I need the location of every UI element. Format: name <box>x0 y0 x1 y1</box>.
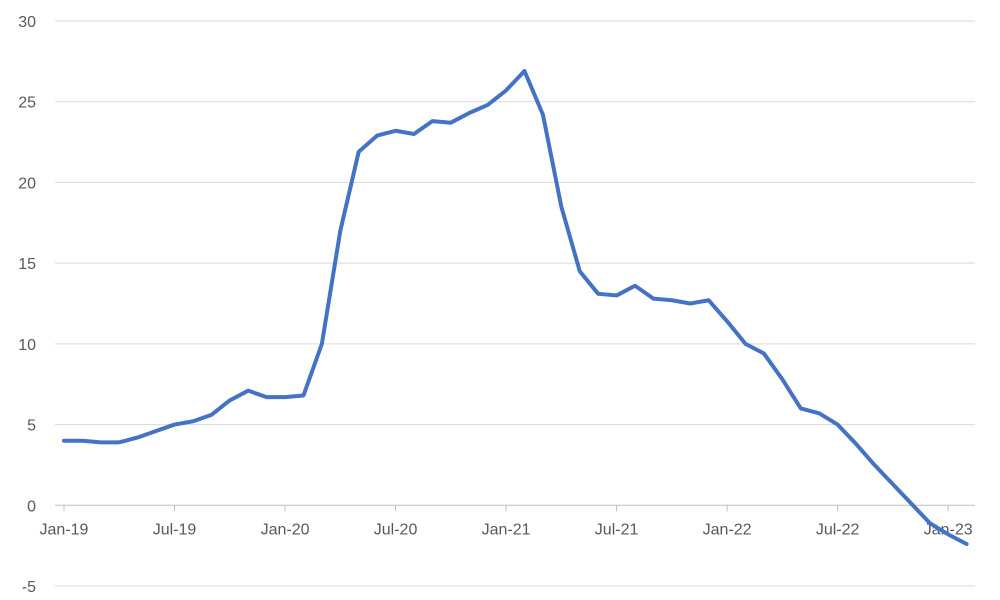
y-tick-label: 15 <box>18 256 36 273</box>
x-tick-label: Jul-22 <box>816 521 860 538</box>
x-tick-label: Jul-19 <box>153 521 197 538</box>
gridlines <box>55 20 975 587</box>
x-tick-label: Jan-20 <box>261 521 310 538</box>
x-tick-label: Jul-20 <box>374 521 418 538</box>
y-tick-label: 0 <box>27 498 36 515</box>
x-tick-label: Jul-21 <box>595 521 639 538</box>
x-axis-tick-labels: Jan-19 Jul-19 Jan-20 Jul-20 Jan-21 Jul-21 Jan-… <box>40 505 973 538</box>
x-tick-label: Jan-22 <box>703 521 752 538</box>
y-tick-label: 5 <box>27 418 36 435</box>
y-tick-label: 30 <box>18 14 36 31</box>
y-axis-tick-labels: -5 0 5 10 15 20 25 30 <box>18 14 36 596</box>
series-group <box>62 69 969 547</box>
series-line <box>62 69 969 547</box>
x-tick-label: Jan-19 <box>40 521 89 538</box>
y-tick-label: 20 <box>18 175 36 192</box>
y-tick-label: 10 <box>18 337 36 354</box>
y-tick-label: 25 <box>18 95 36 112</box>
y-tick-label: -5 <box>22 579 36 596</box>
x-tick-label: Jan-21 <box>482 521 531 538</box>
